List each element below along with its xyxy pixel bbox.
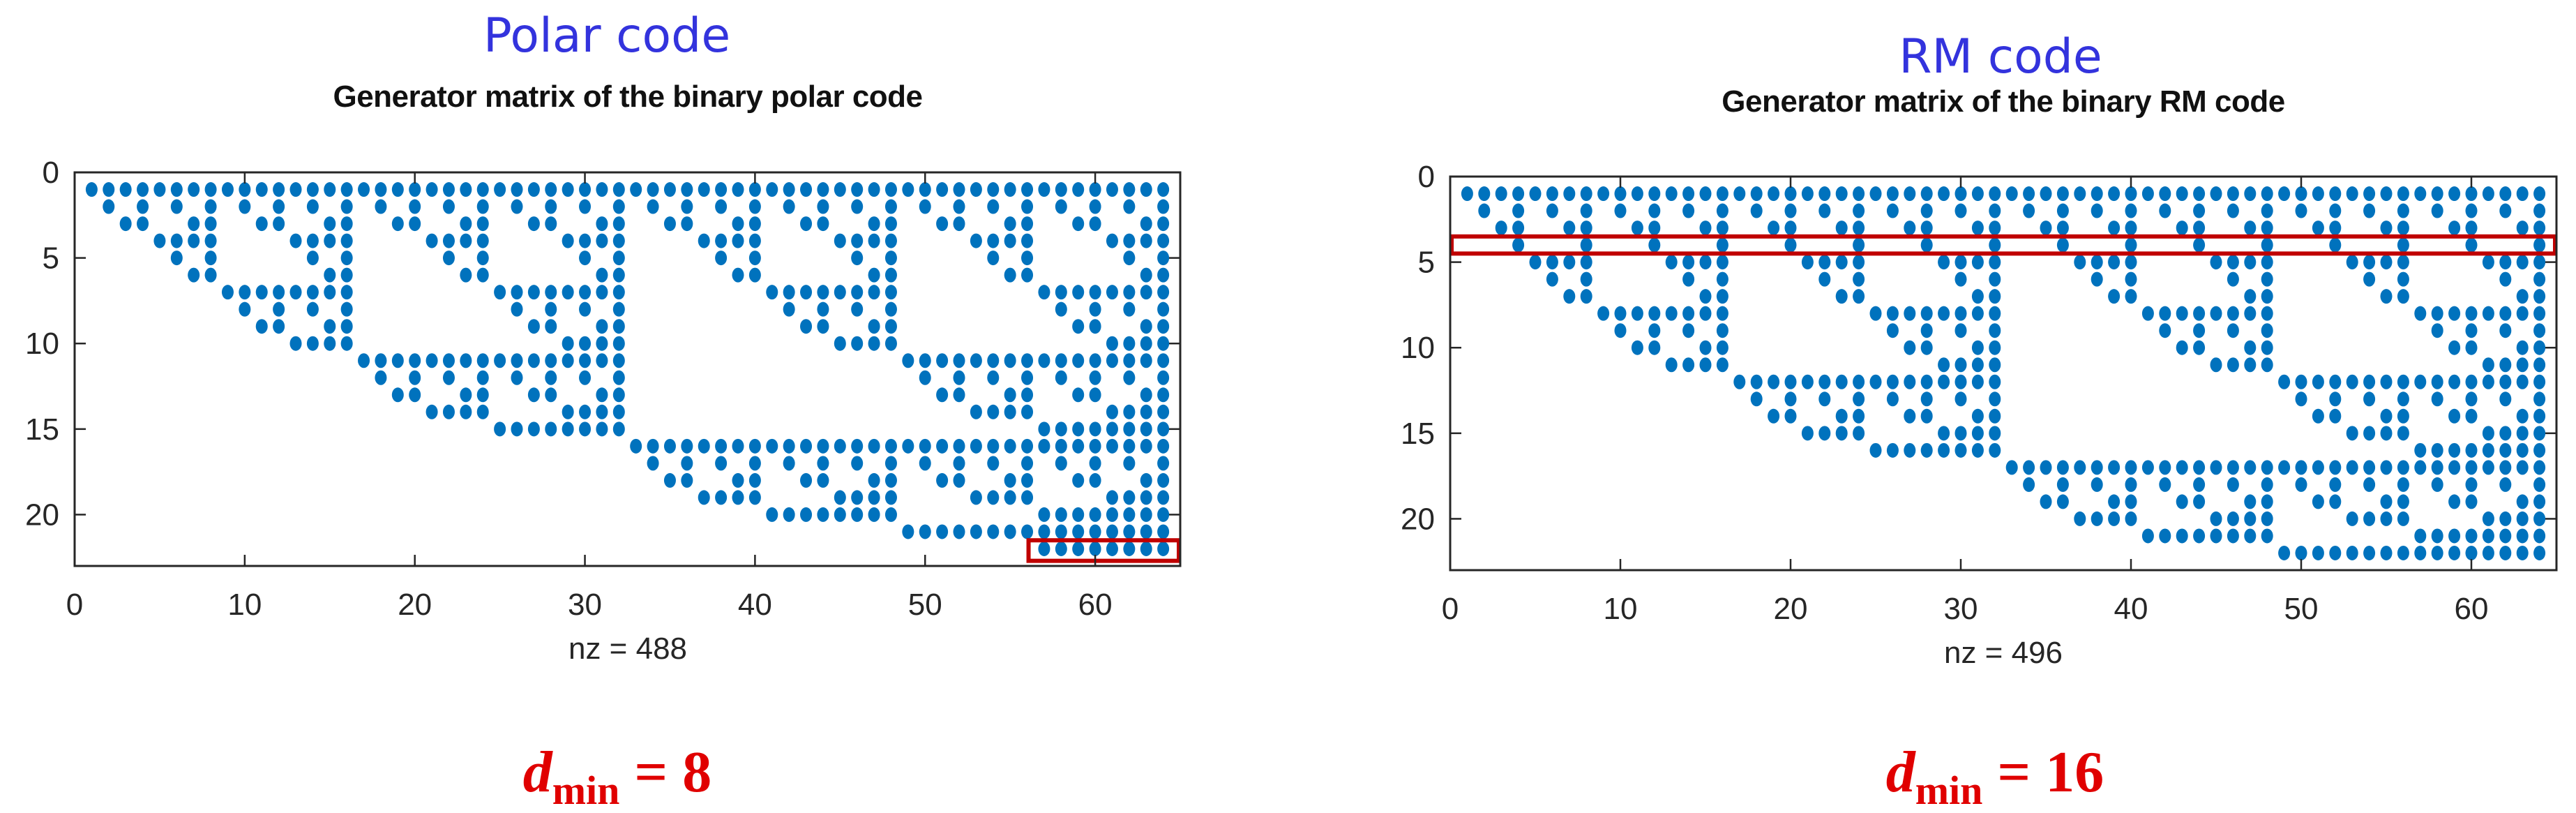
y-tick-label: 10	[25, 327, 59, 361]
x-tick-label: 40	[738, 588, 772, 622]
dmin-symbol: d	[522, 740, 552, 805]
x-tick-label: 50	[908, 588, 942, 622]
x-tick-label: 40	[2114, 592, 2148, 626]
x-tick-label: 10	[1604, 592, 1638, 626]
dmin-equals: =	[1997, 740, 2031, 805]
rm-plot-title: Generator matrix of the binary RM code	[1722, 84, 2285, 119]
x-tick-label: 20	[1774, 592, 1808, 626]
rm-nz-label: nz = 496	[1943, 636, 2063, 670]
y-tick-label: 15	[1401, 417, 1435, 451]
x-tick-label: 20	[398, 588, 432, 622]
spy-markers	[1461, 186, 2546, 560]
y-tick-label: 15	[25, 412, 59, 447]
dmin-value: 8	[682, 740, 712, 805]
x-tick-label: 60	[1078, 588, 1113, 622]
x-tick-label: 30	[1944, 592, 1978, 626]
y-tick-label: 5	[1418, 246, 1435, 280]
dmin-value: 16	[2045, 740, 2104, 805]
polar-plot-title: Generator matrix of the binary polar cod…	[333, 80, 923, 114]
y-tick-label: 0	[1418, 160, 1435, 194]
highlight-box	[1026, 538, 1181, 563]
y-tick-label: 0	[43, 156, 59, 190]
x-tick-label: 30	[568, 588, 602, 622]
polar-code-label: Polar code	[483, 8, 731, 64]
dmin-equals: =	[634, 740, 668, 805]
polar-nz-label: nz = 488	[568, 632, 688, 666]
dmin-subscript: min	[552, 768, 620, 813]
spy-markers	[85, 182, 1170, 556]
y-tick-label: 20	[25, 498, 59, 532]
dmin-subscript: min	[1915, 768, 1983, 813]
y-tick-label: 20	[1401, 502, 1435, 536]
axes-frame	[1449, 175, 2558, 572]
rm-code-label: RM code	[1899, 29, 2102, 84]
highlight-box	[1449, 234, 2557, 256]
x-tick-label: 10	[227, 588, 262, 622]
x-tick-label: 60	[2455, 592, 2489, 626]
dmin-symbol: d	[1885, 740, 1915, 805]
x-tick-label: 0	[1442, 592, 1459, 626]
polar-dmin-annotation: dmin = 8	[522, 738, 712, 813]
axes-frame	[73, 171, 1182, 567]
y-tick-label: 5	[43, 241, 59, 276]
rm-dmin-annotation: dmin = 16	[1885, 738, 2104, 813]
rm-spy-plot: 0 10 20 30 40 50 60 0 5 10 15 20	[1401, 160, 2558, 626]
x-tick-label: 50	[2284, 592, 2319, 626]
polar-spy-plot: 0 10 20 30 40 50 60 0 5 10 15 20	[25, 156, 1182, 622]
x-tick-label: 0	[66, 588, 83, 622]
y-tick-label: 10	[1401, 331, 1435, 365]
